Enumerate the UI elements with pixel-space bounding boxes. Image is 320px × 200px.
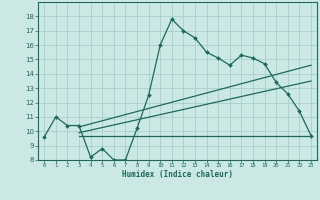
- X-axis label: Humidex (Indice chaleur): Humidex (Indice chaleur): [122, 170, 233, 179]
